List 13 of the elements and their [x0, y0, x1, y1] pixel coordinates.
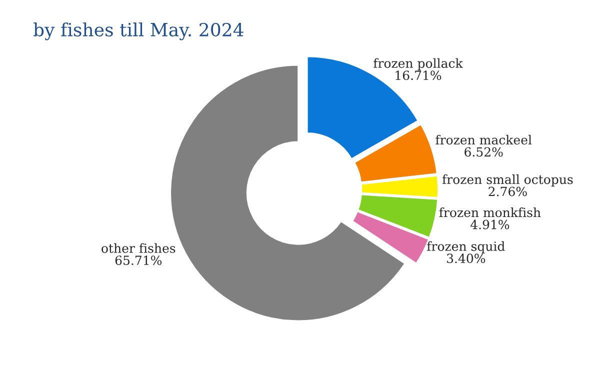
slice-label: frozen small octopus: [442, 174, 573, 187]
data-label: 4.91%: [470, 220, 510, 230]
slice-label: frozen pollack: [374, 58, 463, 70]
slice-label: frozen squid: [427, 241, 505, 254]
chart-title: by fishes till May. 2024: [34, 22, 244, 40]
data-label: 16.71%: [396, 70, 442, 80]
slice-label: frozen mackeel: [436, 134, 532, 145]
slice-label: other fishes: [102, 243, 176, 253]
slice-label: frozen monkfish: [439, 207, 541, 218]
data-label: 65.71%: [115, 256, 162, 266]
data-label: 3.40%: [447, 254, 486, 264]
data-label: 6.52%: [464, 147, 503, 157]
data-label: 2.76%: [488, 186, 527, 196]
